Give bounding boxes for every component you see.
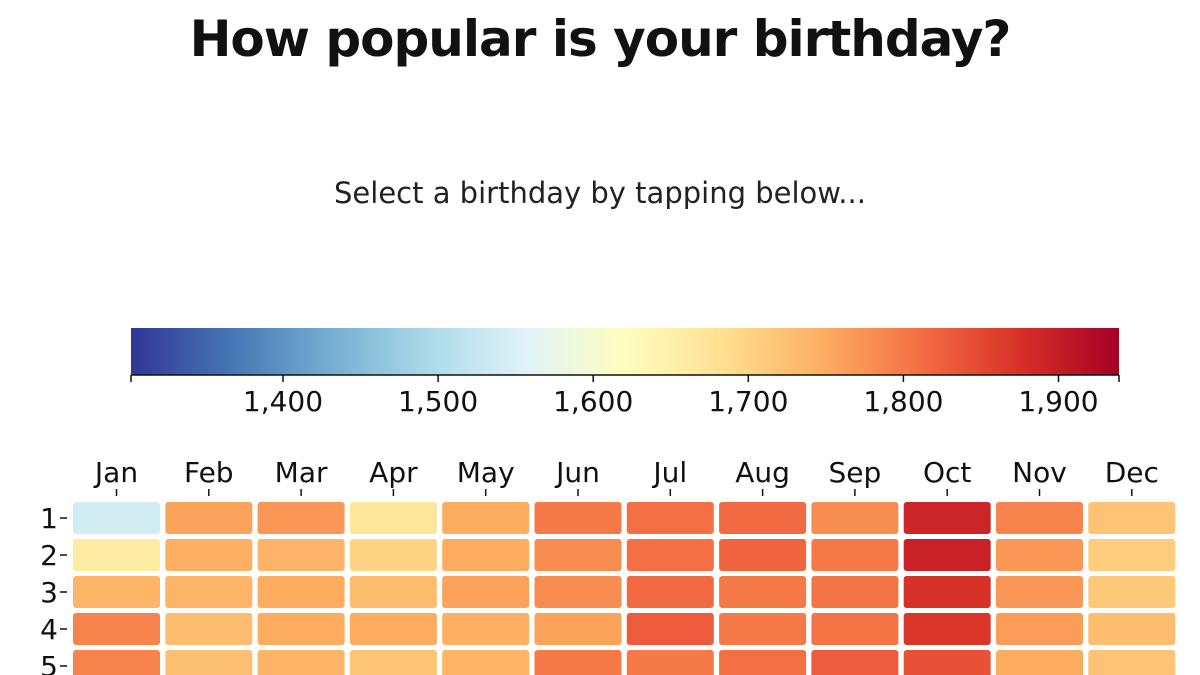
day-cell-aug-4[interactable] (719, 613, 807, 645)
day-cell-may-1[interactable] (442, 502, 530, 534)
day-cell-mar-4[interactable] (257, 613, 345, 645)
month-label-may: May (457, 456, 515, 489)
day-cell-apr-4[interactable] (349, 613, 437, 645)
day-cell-jan-1[interactable] (73, 502, 160, 534)
day-cell-feb-3[interactable] (165, 576, 253, 608)
day-cell-nov-2[interactable] (996, 539, 1083, 571)
day-cell-jul-2[interactable] (626, 539, 714, 571)
month-label-sep: Sep (829, 456, 882, 489)
day-cell-may-4[interactable] (442, 613, 530, 645)
month-label-mar: Mar (275, 456, 328, 489)
day-cell-oct-3[interactable] (903, 576, 991, 608)
day-label-4: 4 (40, 613, 58, 646)
day-cell-jan-4[interactable] (73, 613, 160, 645)
day-cell-dec-1[interactable] (1088, 502, 1176, 534)
day-label-1: 1 (40, 502, 58, 535)
day-cell-may-3[interactable] (442, 576, 530, 608)
day-cell-sep-3[interactable] (811, 576, 899, 608)
day-cell-apr-1[interactable] (349, 502, 437, 534)
day-cell-apr-2[interactable] (349, 539, 437, 571)
month-label-oct: Oct (923, 456, 971, 489)
day-cell-sep-2[interactable] (811, 539, 899, 571)
page-title: How popular is your birthday? (189, 10, 1012, 68)
day-cell-mar-2[interactable] (257, 539, 345, 571)
colorbar-tick-label: 1,700 (708, 385, 788, 418)
month-label-apr: Apr (369, 456, 418, 489)
instruction-text: Select a birthday by tapping below... (334, 176, 866, 210)
day-label-2: 2 (40, 539, 58, 572)
month-label-nov: Nov (1012, 456, 1067, 489)
day-cell-mar-1[interactable] (257, 502, 345, 534)
day-cell-aug-5[interactable] (719, 650, 807, 675)
day-cell-jul-1[interactable] (626, 502, 714, 534)
day-cell-oct-2[interactable] (903, 539, 991, 571)
month-label-jun: Jun (554, 456, 600, 489)
day-cell-jun-4[interactable] (534, 613, 622, 645)
day-cell-dec-2[interactable] (1088, 539, 1176, 571)
day-cell-mar-3[interactable] (257, 576, 345, 608)
day-cell-sep-4[interactable] (811, 613, 899, 645)
month-label-aug: Aug (735, 456, 790, 489)
colorbar-tick-label: 1,400 (243, 385, 323, 418)
day-cell-nov-1[interactable] (996, 502, 1083, 534)
day-cell-dec-3[interactable] (1088, 576, 1176, 608)
day-cell-sep-1[interactable] (811, 502, 899, 534)
day-cell-aug-1[interactable] (719, 502, 807, 534)
day-cell-aug-2[interactable] (719, 539, 807, 571)
day-cell-dec-4[interactable] (1088, 613, 1176, 645)
day-cell-jun-2[interactable] (534, 539, 622, 571)
day-cell-apr-3[interactable] (349, 576, 437, 608)
day-cell-sep-5[interactable] (811, 650, 899, 675)
day-cell-oct-4[interactable] (903, 613, 991, 645)
colorbar-tick-label: 1,600 (553, 385, 633, 418)
day-cell-jul-4[interactable] (626, 613, 714, 645)
day-cell-apr-5[interactable] (349, 650, 437, 675)
day-cell-jul-5[interactable] (626, 650, 714, 675)
day-cell-jun-1[interactable] (534, 502, 622, 534)
day-cell-aug-3[interactable] (719, 576, 807, 608)
colorbar-tick-label: 1,900 (1018, 385, 1098, 418)
day-cell-nov-5[interactable] (996, 650, 1083, 675)
day-cell-feb-2[interactable] (165, 539, 253, 571)
day-cell-oct-5[interactable] (903, 650, 991, 675)
day-cell-jun-3[interactable] (534, 576, 622, 608)
colorbar-tick-label: 1,500 (398, 385, 478, 418)
day-cell-jan-2[interactable] (73, 539, 160, 571)
colorbar (131, 328, 1119, 375)
day-label-3: 3 (40, 576, 58, 609)
day-cell-jul-3[interactable] (626, 576, 714, 608)
day-cell-nov-4[interactable] (996, 613, 1083, 645)
day-cell-jan-3[interactable] (73, 576, 160, 608)
day-cell-may-2[interactable] (442, 539, 530, 571)
day-cell-oct-1[interactable] (903, 502, 991, 534)
month-label-jul: Jul (651, 456, 687, 489)
month-label-dec: Dec (1105, 456, 1159, 489)
day-cell-jan-5[interactable] (73, 650, 160, 675)
day-cell-feb-4[interactable] (165, 613, 253, 645)
day-cell-feb-5[interactable] (165, 650, 253, 675)
day-label-5: 5 (40, 650, 58, 675)
day-cell-nov-3[interactable] (996, 576, 1083, 608)
colorbar-tick-label: 1,800 (863, 385, 943, 418)
day-cell-mar-5[interactable] (257, 650, 345, 675)
month-label-jan: Jan (93, 456, 138, 489)
day-cell-may-5[interactable] (442, 650, 530, 675)
month-label-feb: Feb (184, 456, 234, 489)
day-cell-feb-1[interactable] (165, 502, 253, 534)
day-cell-jun-5[interactable] (534, 650, 622, 675)
day-cell-dec-5[interactable] (1088, 650, 1176, 675)
